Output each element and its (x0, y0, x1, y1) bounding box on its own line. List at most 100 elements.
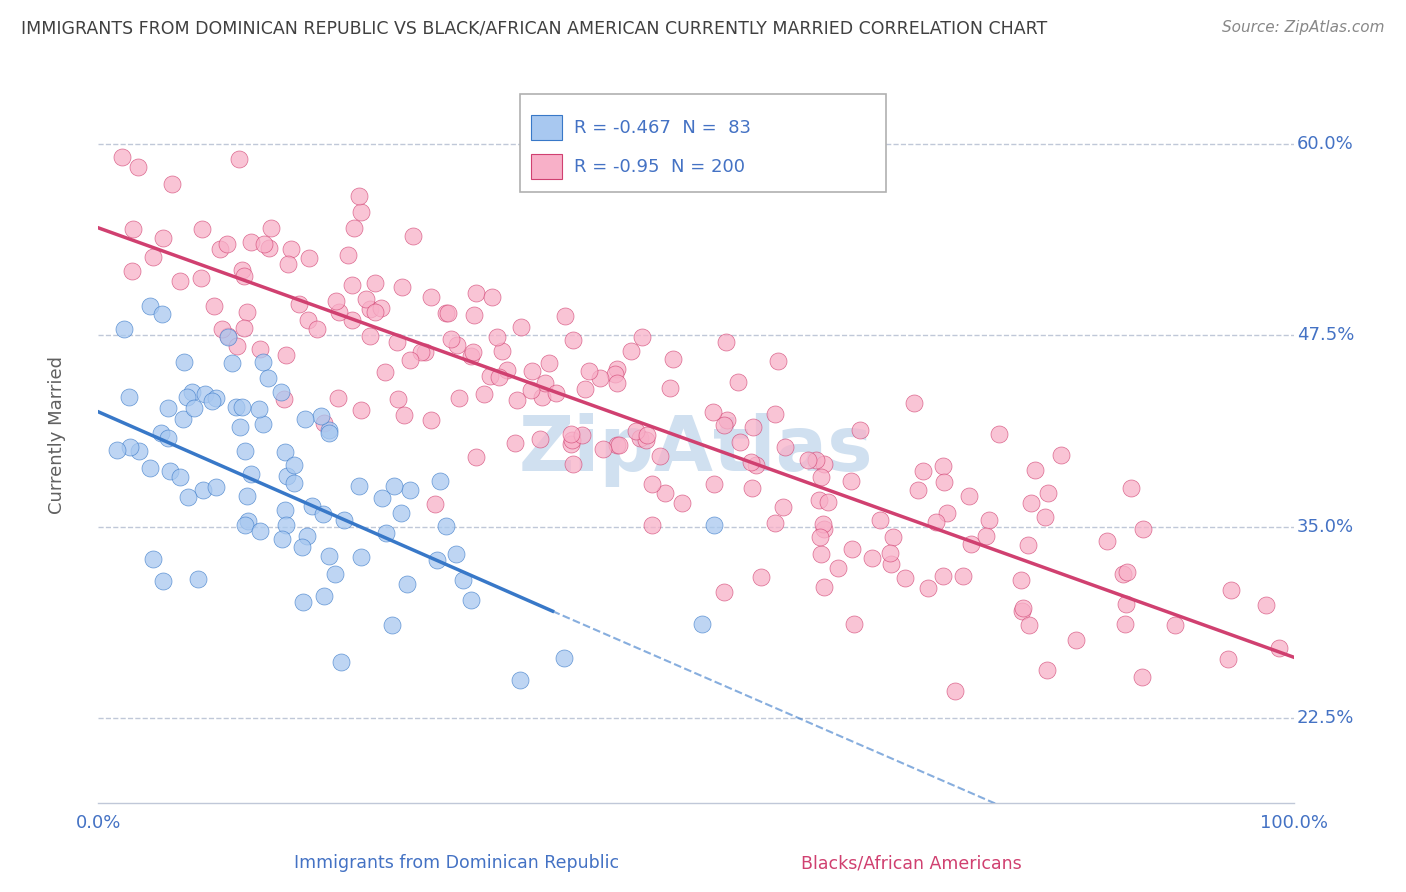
Point (574, 382, 596, 396)
Point (381, 617, 404, 632)
Point (294, 412, 316, 426)
Point (987, 427, 1010, 442)
Point (562, 333, 585, 347)
Point (221, 356, 243, 370)
Point (105, 442, 128, 457)
Point (150, 307, 173, 321)
Text: Immigrants from Dominican Republic: Immigrants from Dominican Republic (294, 855, 620, 872)
Point (280, 242, 302, 256)
Point (943, 684, 966, 698)
Point (460, 349, 482, 363)
Point (1010, 573, 1032, 587)
Point (842, 617, 865, 632)
Point (252, 417, 274, 431)
Point (120, 440, 142, 454)
Point (716, 413, 738, 427)
Point (231, 400, 253, 414)
Point (434, 519, 457, 533)
Point (1116, 565, 1139, 579)
Point (538, 356, 561, 370)
Point (607, 438, 630, 452)
Point (869, 512, 891, 526)
Point (239, 467, 262, 481)
Point (1050, 449, 1073, 463)
Point (375, 526, 398, 541)
Point (350, 403, 373, 417)
Point (952, 569, 974, 583)
Point (274, 503, 297, 517)
Point (336, 248, 359, 262)
Point (690, 616, 713, 631)
Point (176, 391, 198, 405)
Point (350, 550, 373, 565)
Point (658, 381, 681, 395)
Point (276, 518, 298, 533)
Point (628, 431, 651, 445)
Text: Blacks/African Americans: Blacks/African Americans (800, 855, 1022, 872)
Point (229, 419, 252, 434)
Point (571, 427, 593, 442)
Point (1024, 463, 1046, 477)
Point (740, 455, 762, 469)
Point (396, 576, 419, 591)
Point (374, 365, 396, 379)
Point (817, 495, 839, 509)
Point (1220, 582, 1243, 597)
Point (215, 236, 238, 251)
Point (359, 302, 381, 317)
Point (356, 292, 378, 306)
Point (211, 322, 233, 336)
Point (402, 229, 425, 244)
Point (503, 435, 526, 450)
Point (592, 442, 614, 456)
Point (1018, 618, 1040, 632)
Point (349, 188, 371, 202)
Point (359, 329, 381, 343)
Point (1119, 481, 1142, 495)
Point (641, 477, 664, 491)
Point (343, 220, 366, 235)
Point (191, 483, 214, 497)
Point (247, 401, 270, 416)
Point (880, 557, 903, 571)
Point (911, 464, 934, 478)
Point (204, 391, 226, 405)
Point (112, 322, 135, 336)
Point (578, 364, 600, 378)
Point (434, 306, 457, 320)
Point (932, 569, 955, 583)
Point (169, 274, 191, 288)
Point (312, 589, 335, 603)
Point (217, 329, 239, 343)
Point (648, 449, 671, 463)
Point (350, 204, 373, 219)
Point (882, 530, 904, 544)
Point (935, 506, 957, 520)
Point (446, 338, 468, 352)
Point (932, 458, 955, 473)
Point (399, 353, 422, 368)
Point (488, 369, 510, 384)
Point (903, 395, 925, 409)
Point (624, 424, 647, 438)
Point (727, 376, 749, 390)
Point (634, 433, 657, 447)
Point (333, 513, 356, 527)
Point (118, 390, 141, 404)
Point (111, 150, 134, 164)
Point (236, 489, 259, 503)
Point (257, 241, 280, 255)
Point (270, 384, 292, 399)
Point (463, 308, 485, 322)
Point (813, 457, 835, 471)
Point (520, 383, 543, 397)
Text: R = -0.467  N =  83: R = -0.467 N = 83 (574, 119, 751, 136)
Point (560, 437, 582, 451)
Point (437, 306, 460, 320)
Point (603, 367, 626, 381)
Point (329, 656, 352, 670)
Point (606, 438, 628, 452)
Point (745, 458, 768, 472)
Point (305, 322, 328, 336)
Point (204, 299, 226, 313)
